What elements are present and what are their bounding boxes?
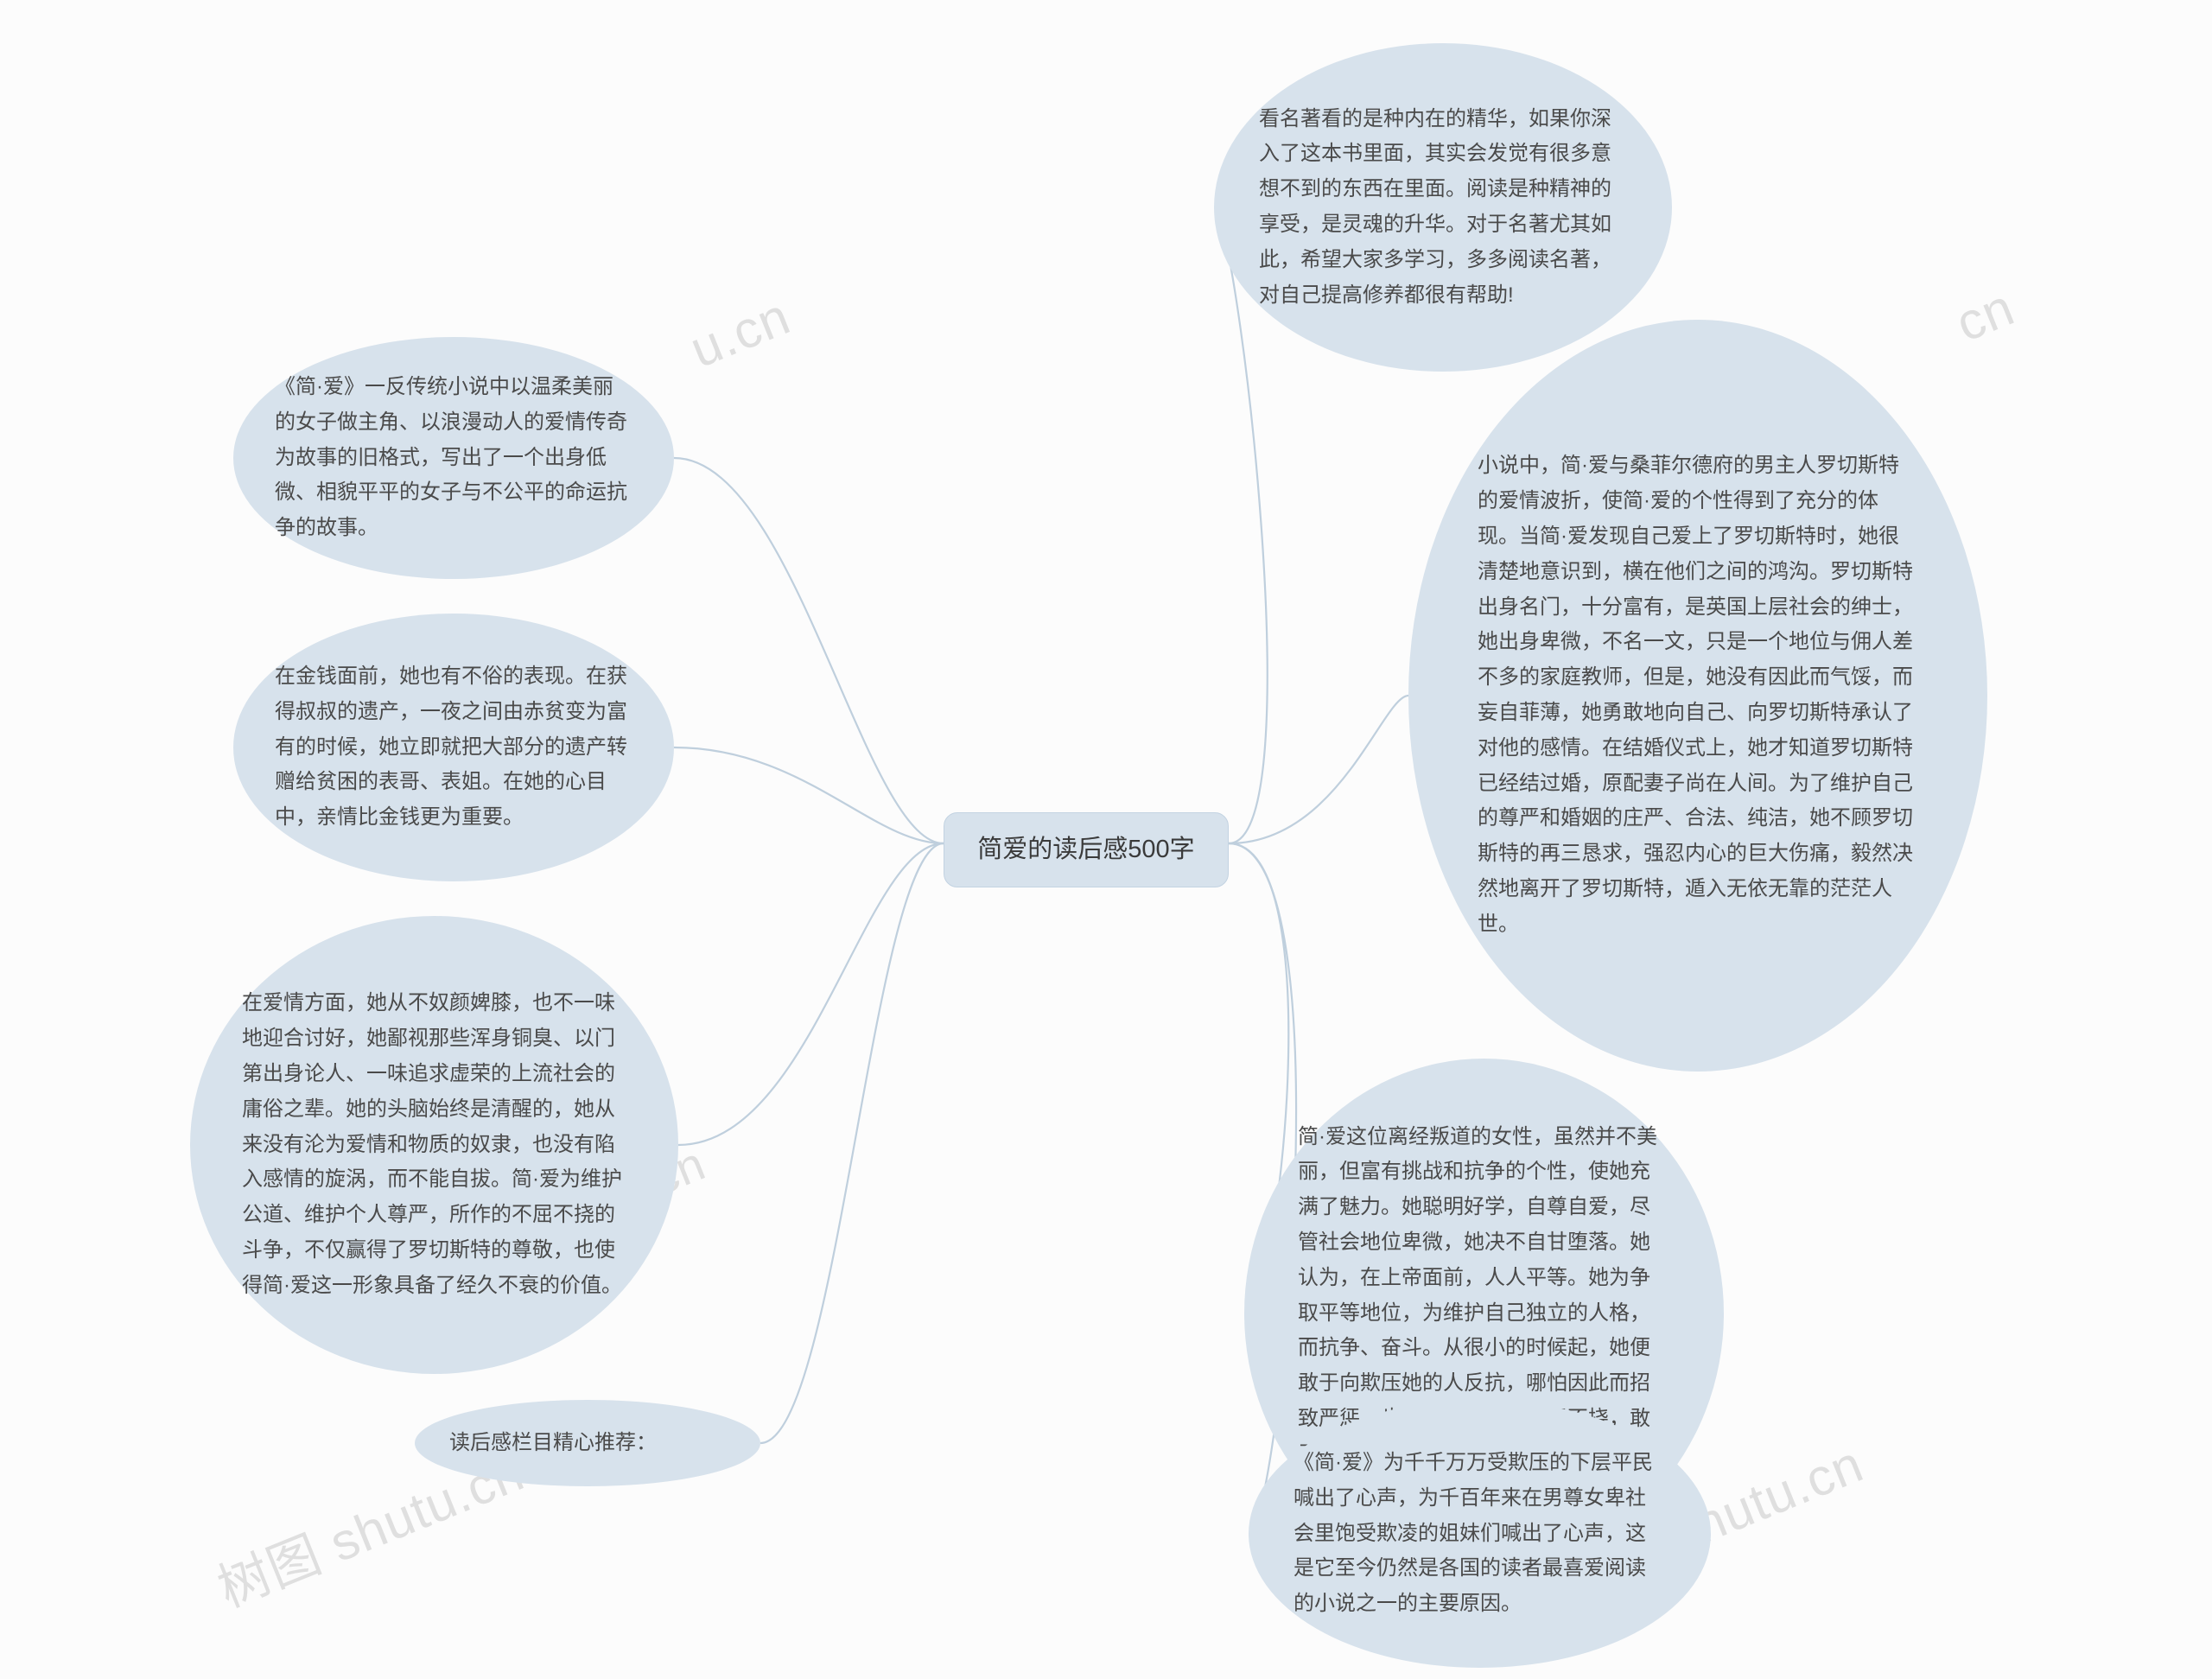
edge-l1 — [674, 458, 944, 843]
edge-l3 — [678, 843, 944, 1145]
leaf-text: 《简·爱》一反传统小说中以温柔美丽的女子做主角、以浪漫动人的爱情传奇为故事的旧格… — [275, 370, 632, 546]
leaf-node-r1[interactable]: 看名著看的是种内在的精华，如果你深入了这本书里面，其实会发觉有很多意想不到的东西… — [1214, 43, 1672, 372]
leaf-text: 在金钱面前，她也有不俗的表现。在获得叔叔的遗产，一夜之间由赤贫变为富有的时候，她… — [275, 659, 632, 836]
edge-l4 — [760, 843, 944, 1443]
leaf-node-l2[interactable]: 在金钱面前，她也有不俗的表现。在获得叔叔的遗产，一夜之间由赤贫变为富有的时候，她… — [233, 614, 674, 881]
leaf-text: 在爱情方面，她从不奴颜婢膝，也不一味地迎合讨好，她鄙视那些浑身铜臭、以门第出身论… — [242, 986, 626, 1303]
center-node[interactable]: 简爱的读后感500字 — [944, 812, 1229, 887]
edge-r2 — [1229, 696, 1408, 843]
leaf-text: 小说中，简·爱与桑菲尔德府的男主人罗切斯特的爱情波折，使简·爱的个性得到了充分的… — [1478, 448, 1918, 942]
watermark: u.cn — [682, 286, 798, 379]
leaf-node-l1[interactable]: 《简·爱》一反传统小说中以温柔美丽的女子做主角、以浪漫动人的爱情传奇为故事的旧格… — [233, 337, 674, 579]
leaf-text: 《简·爱》为千千万万受欺压的下层平民喊出了心声，为千百年来在男尊女卑社会里饱受欺… — [1294, 1446, 1666, 1622]
leaf-node-r2[interactable]: 小说中，简·爱与桑菲尔德府的男主人罗切斯特的爱情波折，使简·爱的个性得到了充分的… — [1408, 320, 1987, 1072]
edge-l2 — [674, 747, 944, 843]
leaf-text: 看名著看的是种内在的精华，如果你深入了这本书里面，其实会发觉有很多意想不到的东西… — [1259, 102, 1627, 314]
watermark: cn — [1948, 277, 2022, 353]
mindmap-canvas: 树图 shutu.cn shutu.cn u.cn 树图 shutu.cn cn… — [0, 0, 2212, 1679]
leaf-node-r4[interactable]: 《简·爱》为千千万万受欺压的下层平民喊出了心声，为千百年来在男尊女卑社会里饱受欺… — [1249, 1400, 1711, 1668]
leaf-text: 读后感栏目精心推荐： — [449, 1426, 726, 1461]
leaf-node-l4[interactable]: 读后感栏目精心推荐： — [415, 1400, 760, 1486]
leaf-node-l3[interactable]: 在爱情方面，她从不奴颜婢膝，也不一味地迎合讨好，她鄙视那些浑身铜臭、以门第出身论… — [190, 916, 678, 1374]
